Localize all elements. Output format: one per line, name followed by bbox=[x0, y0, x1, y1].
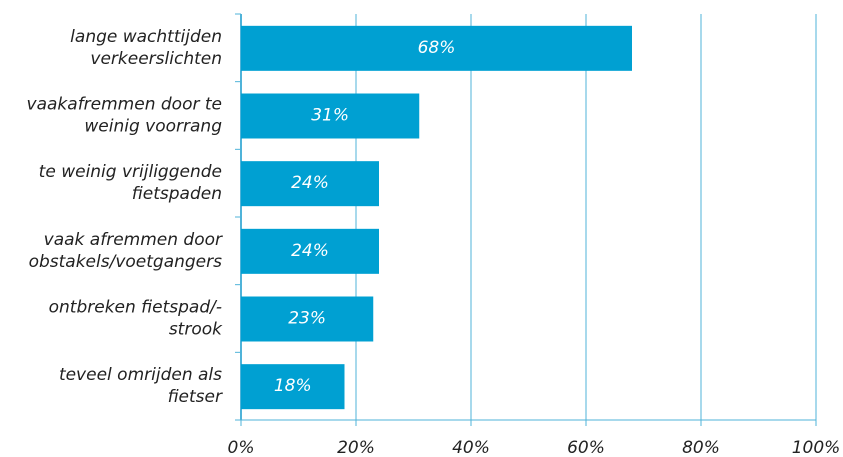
value-label: 31% bbox=[311, 106, 349, 126]
y-tick-label: te weinig vrijliggende fietspaden bbox=[39, 162, 222, 204]
y-tick-label: lange wachttijden verkeerslichten bbox=[70, 27, 222, 69]
bar bbox=[241, 93, 420, 139]
value-label: 68% bbox=[418, 38, 456, 58]
x-tick-label: 60% bbox=[567, 438, 605, 457]
y-tick-label: ontbreken fietspad/-strook bbox=[49, 298, 224, 340]
value-label: 18% bbox=[274, 376, 312, 396]
value-label: 24% bbox=[291, 173, 329, 193]
bar bbox=[241, 296, 374, 342]
value-label: 24% bbox=[291, 241, 329, 261]
bar bbox=[241, 161, 379, 207]
x-tick-label: 40% bbox=[452, 438, 490, 457]
bar bbox=[241, 25, 632, 71]
y-tick-label: vaak afremmen door obstakels/voetgangers bbox=[29, 230, 223, 272]
x-tick-label: 80% bbox=[682, 438, 720, 457]
y-tick-label: vaakafremmen door te weinig voorrang bbox=[27, 95, 223, 137]
x-tick-label: 100% bbox=[792, 438, 841, 457]
x-tick-label: 0% bbox=[228, 438, 255, 457]
bar bbox=[241, 228, 379, 274]
value-label: 23% bbox=[288, 309, 326, 329]
x-tick-label: 20% bbox=[337, 438, 375, 457]
y-tick-label: teveel omrijden als fietser bbox=[59, 365, 223, 407]
bar bbox=[241, 364, 345, 410]
